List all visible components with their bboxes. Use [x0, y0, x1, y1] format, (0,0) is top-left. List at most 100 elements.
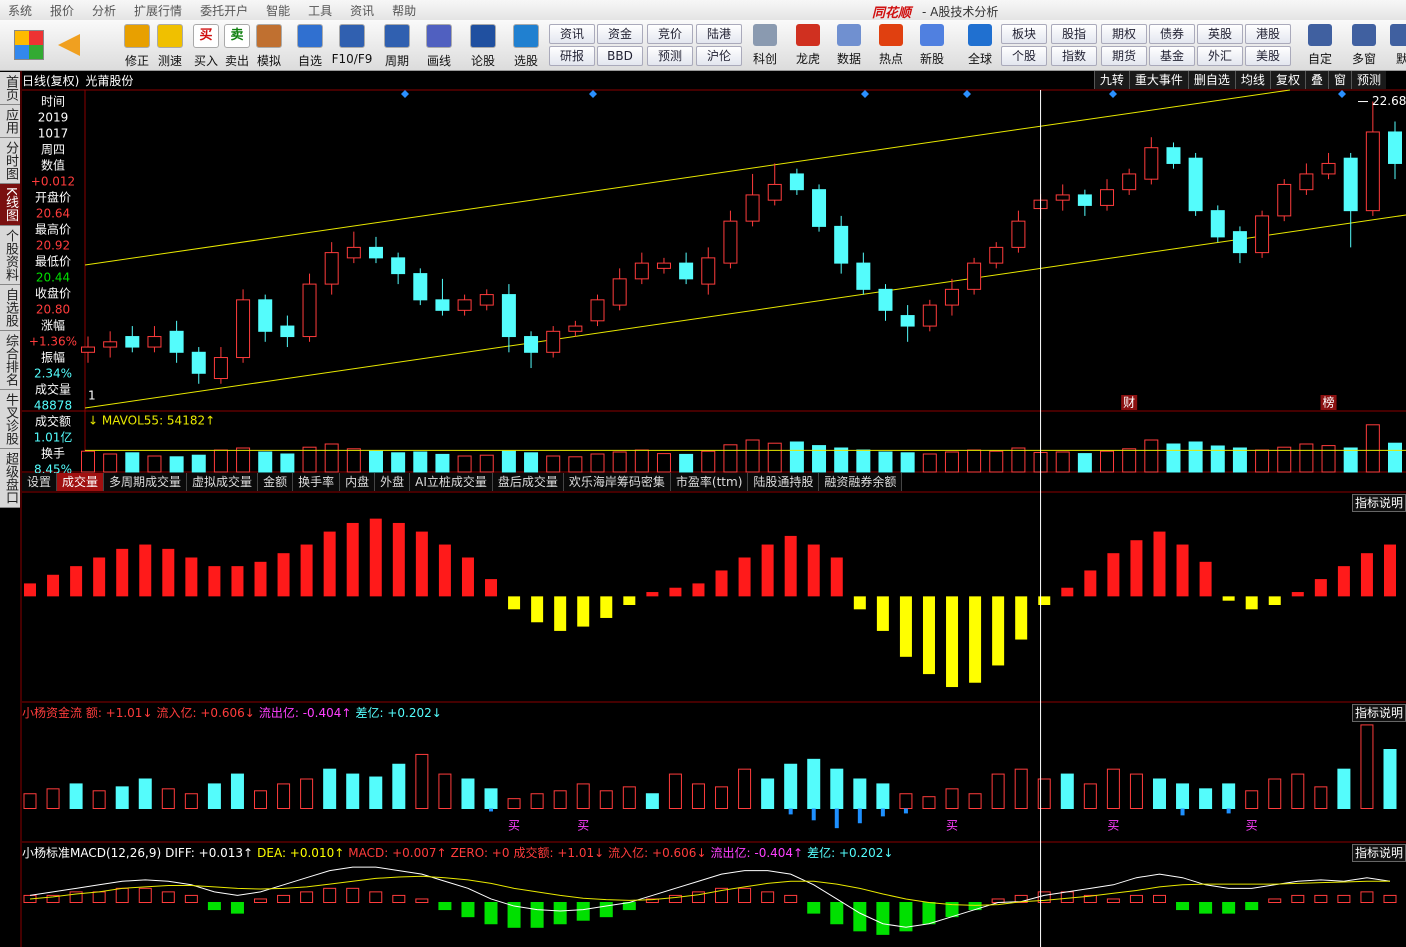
button-icon[interactable] [968, 24, 992, 46]
indicator-tab[interactable]: 市盈率(ttm) [670, 473, 749, 491]
button-icon[interactable] [837, 24, 861, 46]
indicator-tab[interactable]: 虚拟成交量 [187, 473, 259, 491]
button-icon[interactable] [124, 24, 150, 48]
menu-item[interactable]: 报价 [50, 3, 75, 18]
button-icon[interactable]: 买 [193, 24, 219, 48]
toolbar-button[interactable]: 新股 [911, 22, 953, 67]
toolbar-grid-button[interactable]: 债券 [1149, 24, 1195, 44]
toolbar-button[interactable]: 自选 [289, 22, 331, 69]
indicator-tab[interactable]: 盘后成交量 [492, 473, 564, 491]
button-label[interactable]: 默 [1395, 52, 1406, 66]
button-icon[interactable] [513, 24, 539, 48]
chart-tool[interactable]: 删自选 [1187, 71, 1235, 89]
toolbar-button[interactable]: 选股 [505, 22, 547, 69]
toolbar-button[interactable]: 画线 [418, 22, 460, 69]
sidebar-tab[interactable]: 自选股 [0, 284, 20, 331]
sidebar-tab[interactable]: 分时图 [0, 138, 20, 184]
home-icon[interactable] [14, 30, 44, 60]
indicator-tab[interactable]: 陆股通持股 [748, 473, 820, 491]
menu-item[interactable]: 资讯 [350, 3, 375, 18]
toolbar-button[interactable]: 卖卖出 [216, 22, 258, 69]
toolbar-grid-button[interactable]: BBD [597, 46, 643, 66]
toolbar-grid-button[interactable]: 英股 [1197, 24, 1243, 44]
toolbar-button[interactable]: 数据 [828, 22, 870, 67]
button-label[interactable]: 画线 [426, 54, 451, 68]
toolbar-grid-button[interactable]: 预测 [647, 46, 693, 66]
help-button[interactable]: 指标说明 [1352, 704, 1406, 722]
indicator-tab[interactable]: 金额 [258, 473, 294, 491]
toolbar-button[interactable]: 论股 [462, 22, 504, 69]
menu-item[interactable]: 工具 [308, 3, 333, 18]
toolbar-button[interactable]: 买买入 [185, 22, 227, 69]
indicator-tab[interactable]: AI立桩成交量 [410, 473, 493, 491]
toolbar-button[interactable]: 多窗 [1343, 22, 1385, 67]
button-icon[interactable] [384, 24, 410, 48]
toolbar-grid-button[interactable]: 资讯 [549, 24, 595, 44]
toolbar-grid-button[interactable]: 陆港 [696, 24, 742, 44]
button-icon[interactable] [879, 24, 903, 46]
toolbar-grid-button[interactable]: 沪伦 [696, 46, 742, 66]
chart-tool[interactable]: 重大事件 [1128, 71, 1188, 89]
indicator-tab[interactable]: 欢乐海岸筹码密集 [563, 473, 671, 491]
button-label[interactable]: 自选 [297, 54, 322, 68]
button-icon[interactable] [920, 24, 944, 46]
back-icon[interactable] [58, 34, 80, 56]
button-icon[interactable] [256, 24, 282, 48]
button-label[interactable]: 数据 [836, 52, 861, 66]
toolbar-button[interactable]: 自定 [1299, 22, 1341, 67]
chart-tool[interactable]: 预测 [1350, 71, 1386, 89]
sidebar-tab[interactable]: 综合排名 [0, 330, 20, 390]
toolbar-button[interactable]: 修正 [116, 22, 158, 69]
toolbar-grid-button[interactable]: 基金 [1149, 46, 1195, 66]
indicator-tab[interactable]: 融资融券余额 [819, 473, 903, 491]
button-label[interactable]: 论股 [470, 54, 495, 68]
sidebar-tab[interactable]: 首页 [0, 72, 20, 105]
menu-item[interactable]: 帮助 [392, 3, 417, 18]
button-label[interactable]: 模拟 [256, 54, 281, 68]
sidebar-tab[interactable]: K线图 [0, 184, 20, 226]
button-label[interactable]: 选股 [513, 54, 538, 68]
toolbar-grid-button[interactable]: 研报 [549, 46, 595, 66]
button-label[interactable]: 修正 [124, 54, 149, 68]
indicator-tab[interactable]: 内盘 [340, 473, 376, 491]
toolbar-grid-button[interactable]: 股指 [1051, 24, 1097, 44]
button-icon[interactable] [1352, 24, 1376, 46]
button-label[interactable]: 全球 [967, 52, 992, 66]
menu-item[interactable]: 扩展行情 [134, 3, 183, 18]
button-label[interactable]: 买入 [193, 54, 218, 68]
toolbar-grid-button[interactable]: 板块 [1001, 24, 1047, 44]
sidebar-tab[interactable]: 超级盘口 [0, 448, 20, 508]
toolbar-button[interactable]: 热点 [870, 22, 912, 67]
button-label[interactable]: 热点 [878, 52, 903, 66]
toolbar-button[interactable]: 测速 [149, 22, 191, 69]
chart-tool[interactable]: 均线 [1234, 71, 1270, 89]
help-button[interactable]: 指标说明 [1352, 844, 1406, 862]
toolbar-grid-button[interactable]: 指数 [1051, 46, 1097, 66]
indicator-tab[interactable]: 成交量 [57, 473, 105, 491]
button-icon[interactable] [753, 24, 777, 46]
chart-tool[interactable]: 叠 [1304, 71, 1328, 89]
button-icon[interactable] [426, 24, 452, 48]
toolbar-grid-button[interactable]: 资金 [597, 24, 643, 44]
sidebar-tab[interactable]: 个股资料 [0, 225, 20, 285]
chart-tool[interactable]: 九转 [1093, 71, 1129, 89]
toolbar-button[interactable]: 模拟 [248, 22, 290, 69]
sidebar-tab[interactable]: 牛叉诊股 [0, 389, 20, 449]
button-icon[interactable] [157, 24, 183, 48]
help-button[interactable]: 指标说明 [1352, 494, 1406, 512]
menu-item[interactable]: 智能 [266, 3, 291, 18]
toolbar-grid-button[interactable]: 期权 [1101, 24, 1147, 44]
button-icon[interactable] [1308, 24, 1332, 46]
button-label[interactable]: F10/F9 [331, 52, 373, 66]
button-icon[interactable] [339, 24, 365, 48]
toolbar-button[interactable]: 龙虎 [787, 22, 829, 67]
chart-tool[interactable]: 窗 [1327, 71, 1351, 89]
indicator-tab[interactable]: 换手率 [293, 473, 341, 491]
button-label[interactable]: 科创 [752, 52, 777, 66]
button-icon[interactable] [1390, 24, 1406, 46]
indicator-tab[interactable]: 设置 [22, 473, 58, 491]
toolbar-grid-button[interactable]: 美股 [1245, 46, 1291, 66]
toolbar-grid-button[interactable]: 外汇 [1197, 46, 1243, 66]
toolbar-grid-button[interactable]: 竞价 [647, 24, 693, 44]
button-label[interactable]: 新股 [919, 52, 944, 66]
